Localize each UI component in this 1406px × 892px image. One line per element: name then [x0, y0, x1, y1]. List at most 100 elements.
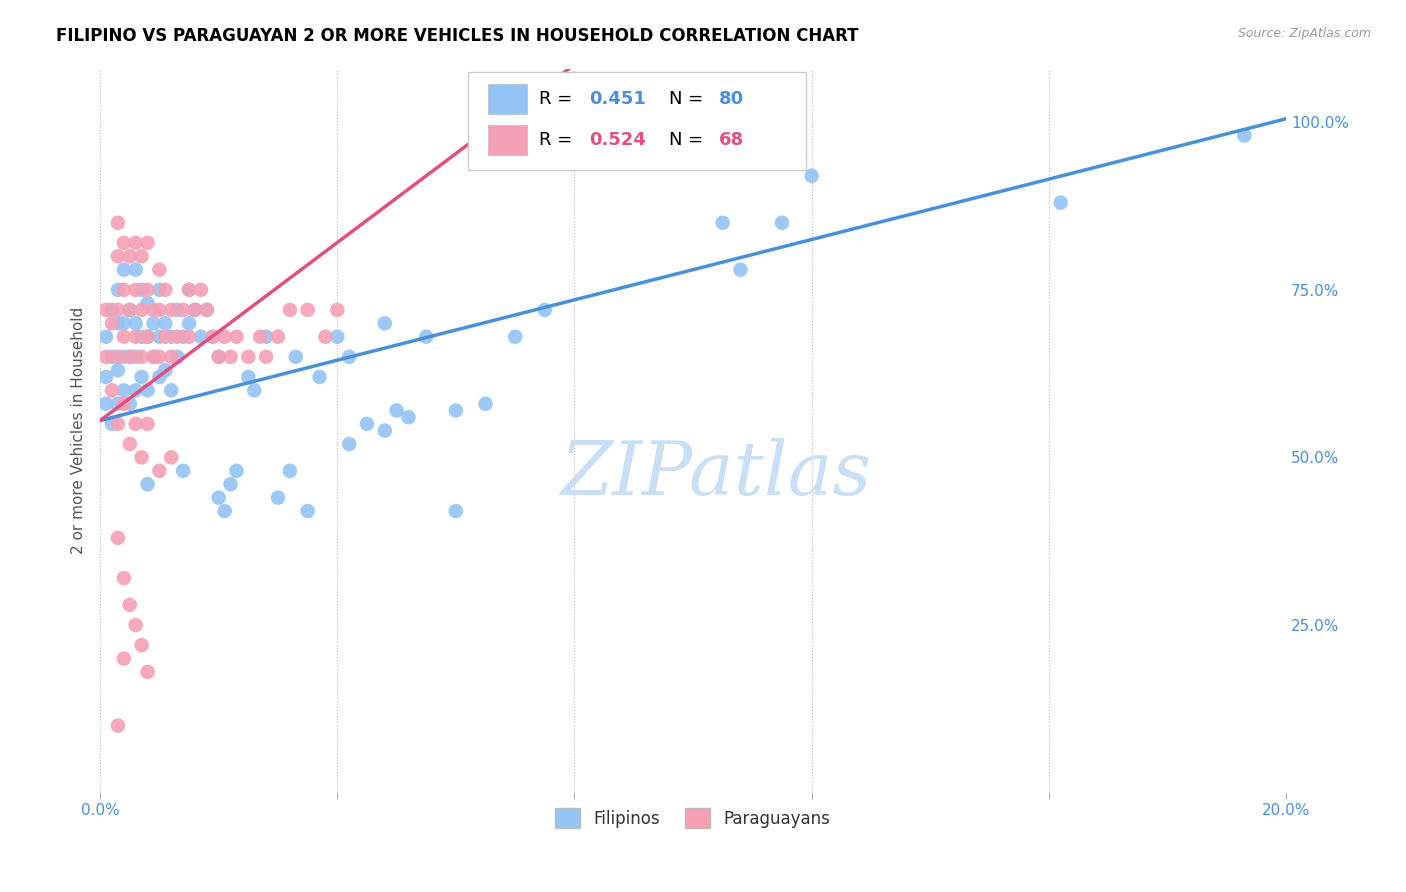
Point [107, 363, 129, 377]
Text: R =: R = [538, 90, 578, 108]
Text: ZIPatlas: ZIPatlas [561, 438, 872, 510]
Point [160, 384, 183, 398]
Point [94, 302, 117, 317]
Point [107, 417, 129, 431]
Point [177, 283, 200, 297]
Point [219, 350, 242, 364]
Point [177, 283, 200, 297]
Point [800, 169, 823, 183]
Point [208, 350, 231, 364]
Point [118, 397, 141, 411]
Point [94, 397, 117, 411]
Point [326, 329, 349, 343]
Point [201, 329, 224, 343]
Point [1233, 128, 1256, 143]
Point [177, 329, 200, 343]
Point [284, 350, 307, 364]
FancyBboxPatch shape [488, 125, 527, 155]
Point [503, 329, 526, 343]
Point [125, 350, 148, 364]
Point [148, 350, 170, 364]
Point [112, 350, 135, 364]
Point [142, 316, 165, 330]
Point [711, 216, 734, 230]
Point [314, 329, 336, 343]
Point [136, 477, 159, 491]
Text: N =: N = [669, 90, 710, 108]
Point [136, 665, 159, 679]
Point [160, 350, 183, 364]
Point [155, 363, 177, 377]
Point [112, 571, 135, 585]
Point [195, 302, 218, 317]
Point [155, 283, 177, 297]
Point [107, 249, 129, 263]
Point [249, 329, 271, 343]
Point [125, 262, 148, 277]
Point [177, 316, 200, 330]
Point [136, 329, 159, 343]
Point [136, 283, 159, 297]
Point [278, 302, 301, 317]
Point [136, 296, 159, 310]
Text: N =: N = [669, 131, 710, 149]
Point [148, 302, 170, 317]
Point [1049, 195, 1071, 210]
Point [155, 316, 177, 330]
Point [160, 450, 183, 465]
Point [112, 262, 135, 277]
Point [107, 302, 129, 317]
Point [112, 397, 135, 411]
Point [297, 504, 319, 518]
Point [208, 491, 231, 505]
Point [415, 329, 437, 343]
Text: 80: 80 [718, 90, 744, 108]
Point [131, 329, 153, 343]
Point [190, 283, 212, 297]
Y-axis label: 2 or more Vehicles in Household: 2 or more Vehicles in Household [72, 307, 86, 554]
Point [101, 316, 124, 330]
Point [770, 216, 793, 230]
Point [125, 618, 148, 632]
Point [160, 302, 183, 317]
Point [172, 329, 194, 343]
Point [172, 464, 194, 478]
Point [118, 249, 141, 263]
Text: R =: R = [538, 131, 578, 149]
Point [148, 464, 170, 478]
Text: 0.451: 0.451 [589, 90, 645, 108]
Point [125, 417, 148, 431]
Point [107, 718, 129, 732]
FancyBboxPatch shape [488, 84, 527, 114]
Point [136, 329, 159, 343]
Point [142, 350, 165, 364]
Point [107, 350, 129, 364]
Point [148, 329, 170, 343]
Point [444, 403, 467, 417]
Point [166, 302, 188, 317]
Point [374, 424, 396, 438]
Point [118, 350, 141, 364]
Point [94, 370, 117, 384]
Point [94, 329, 117, 343]
Text: Source: ZipAtlas.com: Source: ZipAtlas.com [1237, 27, 1371, 40]
Point [148, 283, 170, 297]
Point [278, 464, 301, 478]
Point [398, 410, 420, 425]
Point [107, 397, 129, 411]
Point [107, 316, 129, 330]
Point [214, 329, 236, 343]
Point [101, 384, 124, 398]
Point [190, 329, 212, 343]
Point [112, 283, 135, 297]
Point [131, 283, 153, 297]
Point [166, 350, 188, 364]
Point [243, 384, 266, 398]
Point [201, 329, 224, 343]
Point [136, 384, 159, 398]
Point [184, 302, 207, 317]
Point [125, 235, 148, 250]
Point [160, 329, 183, 343]
Point [444, 504, 467, 518]
Point [131, 370, 153, 384]
